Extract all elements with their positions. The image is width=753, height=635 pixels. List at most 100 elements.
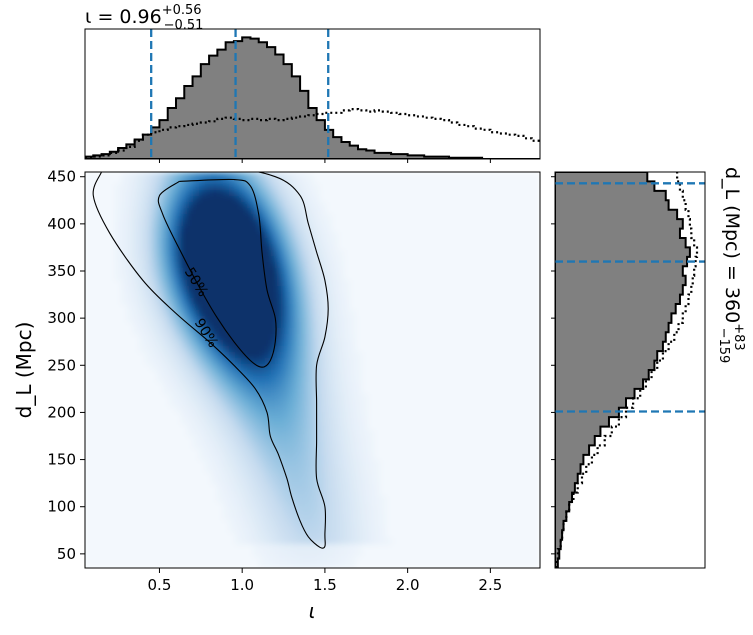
heatmap-cell <box>289 406 296 413</box>
heatmap-cell <box>217 460 224 467</box>
heatmap-cell <box>253 328 260 335</box>
heatmap-cell <box>319 214 326 221</box>
heatmap-cell <box>133 286 140 293</box>
heatmap-cell <box>253 202 260 209</box>
heatmap-cell <box>163 184 170 191</box>
heatmap-cell <box>271 520 278 527</box>
heatmap-cell <box>241 382 248 389</box>
heatmap-cell <box>247 298 254 305</box>
heatmap-cell <box>379 520 386 527</box>
heatmap-cell <box>187 370 194 377</box>
heatmap-cell <box>295 382 302 389</box>
heatmap-cell <box>241 430 248 437</box>
heatmap-cell <box>217 274 224 281</box>
heatmap-cell <box>235 316 242 323</box>
heatmap-cell <box>301 394 308 401</box>
heatmap-cell <box>175 394 182 401</box>
heatmap-cell <box>331 496 338 503</box>
heatmap-cell <box>217 232 224 239</box>
heatmap-cell <box>295 214 302 221</box>
heatmap-cell <box>223 460 230 467</box>
heatmap-cell <box>253 370 260 377</box>
heatmap-cell <box>247 472 254 479</box>
heatmap-cell <box>313 328 320 335</box>
heatmap-cell <box>337 298 344 305</box>
heatmap-cell <box>301 484 308 491</box>
heatmap-cell <box>337 364 344 371</box>
heatmap-cell <box>325 382 332 389</box>
heatmap-cell <box>217 286 224 293</box>
heatmap-cell <box>289 220 296 227</box>
heatmap-cell <box>241 310 248 317</box>
heatmap-cell <box>151 202 158 209</box>
heatmap-cell <box>199 190 206 197</box>
heatmap-cell <box>331 250 338 257</box>
heatmap-cell <box>295 388 302 395</box>
heatmap-cell <box>163 310 170 317</box>
heatmap-cell <box>283 178 290 185</box>
heatmap-cell <box>313 304 320 311</box>
heatmap-cell <box>241 238 248 245</box>
heatmap-cell <box>127 280 134 287</box>
heatmap-cell <box>157 226 164 233</box>
heatmap-cell <box>205 364 212 371</box>
heatmap-cell <box>265 388 272 395</box>
heatmap-cell <box>325 370 332 377</box>
heatmap-cell <box>343 382 350 389</box>
heatmap-cell <box>241 388 248 395</box>
heatmap-cell <box>199 424 206 431</box>
heatmap-cell <box>295 286 302 293</box>
heatmap-cell <box>319 448 326 455</box>
heatmap-cell <box>181 268 188 275</box>
heatmap-cell <box>307 442 314 449</box>
heatmap-cell <box>331 238 338 245</box>
heatmap-cell <box>205 274 212 281</box>
heatmap-cell <box>325 226 332 233</box>
heatmap-cell <box>115 208 122 215</box>
heatmap-cell <box>319 310 326 317</box>
heatmap-cell <box>241 262 248 269</box>
heatmap-cell <box>265 196 272 203</box>
heatmap-cell <box>325 238 332 245</box>
heatmap-cell <box>343 358 350 365</box>
heatmap-cell <box>343 526 350 533</box>
heatmap-cell <box>283 322 290 329</box>
heatmap-cell <box>235 394 242 401</box>
heatmap-cell <box>157 364 164 371</box>
heatmap-cell <box>247 442 254 449</box>
heatmap-cell <box>289 556 296 563</box>
heatmap-cell <box>259 544 266 551</box>
heatmap-cell <box>355 418 362 425</box>
heatmap-cell <box>247 364 254 371</box>
heatmap-cell <box>271 370 278 377</box>
heatmap-cell <box>139 346 146 353</box>
heatmap-cell <box>205 388 212 395</box>
heatmap-cell <box>145 172 152 179</box>
heatmap-cell <box>193 214 200 221</box>
heatmap-cell <box>217 262 224 269</box>
heatmap-cell <box>247 358 254 365</box>
heatmap-cell <box>187 316 194 323</box>
heatmap-cell <box>157 268 164 275</box>
heatmap-cell <box>283 226 290 233</box>
heatmap-cell <box>139 292 146 299</box>
heatmap-cell <box>355 508 362 515</box>
heatmap-cell <box>217 418 224 425</box>
heatmap-cell <box>367 460 374 467</box>
heatmap-cell <box>271 328 278 335</box>
heatmap-cell <box>295 442 302 449</box>
y-tick-label: 400 <box>47 215 76 233</box>
heatmap-cell <box>319 508 326 515</box>
heatmap-cell <box>265 406 272 413</box>
heatmap-cell <box>211 388 218 395</box>
heatmap-cell <box>133 244 140 251</box>
heatmap-cell <box>295 358 302 365</box>
heatmap-cell <box>265 184 272 191</box>
heatmap-cell <box>265 340 272 347</box>
heatmap-cell <box>223 250 230 257</box>
heatmap-cell <box>349 430 356 437</box>
heatmap-cell <box>217 340 224 347</box>
heatmap-cell <box>163 292 170 299</box>
heatmap-cell <box>217 184 224 191</box>
heatmap-cell <box>271 526 278 533</box>
